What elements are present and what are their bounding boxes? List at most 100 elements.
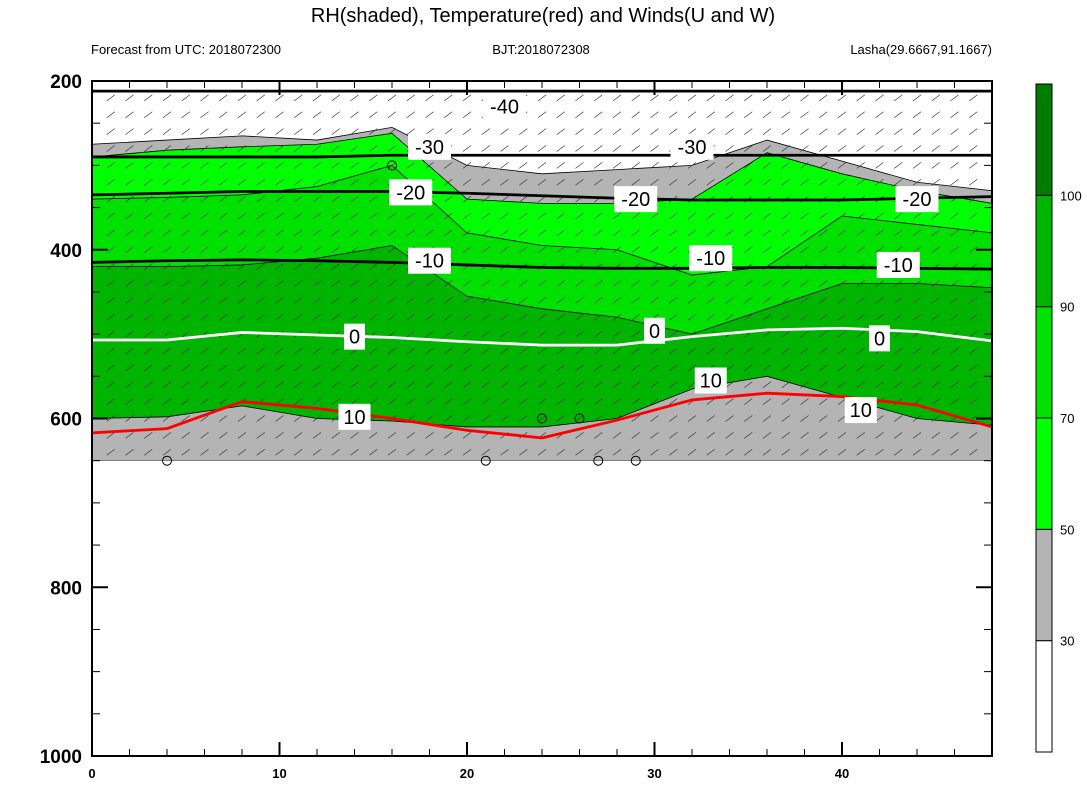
wind-barb	[444, 381, 453, 389]
wind-barb	[387, 381, 397, 389]
wind-barb	[762, 128, 772, 135]
wind-barb	[256, 94, 265, 102]
wind-barb	[144, 145, 153, 152]
wind-barb	[331, 415, 340, 422]
rh-shading-layer	[91, 126, 993, 756]
wind-barb	[425, 330, 434, 338]
wind-barb	[125, 280, 134, 287]
wind-barb	[312, 145, 322, 152]
wind-barb	[519, 297, 528, 304]
wind-barb	[781, 229, 790, 237]
wind-barb	[444, 313, 453, 321]
wind-barb	[256, 212, 265, 220]
wind-barb	[200, 448, 209, 456]
wind-barb	[706, 212, 715, 220]
wind-barb	[781, 364, 790, 372]
wind-barb	[294, 195, 303, 203]
wind-barb	[237, 212, 247, 220]
wind-barb	[275, 448, 284, 456]
wind-barb	[237, 415, 247, 422]
temperature-contour-line	[91, 190, 993, 202]
wind-barb	[144, 280, 153, 287]
wind-barb	[369, 364, 378, 372]
colorbar-swatch	[1035, 194, 1053, 308]
temperature-label: 10	[700, 371, 722, 393]
wind-barb	[106, 263, 115, 270]
wind-barb	[969, 280, 978, 287]
wind-barb	[331, 128, 340, 135]
wind-barb	[612, 364, 622, 372]
wind-barb	[669, 128, 678, 135]
wind-barb	[837, 94, 847, 102]
wind-barb	[687, 432, 697, 439]
calm-wind-marker	[162, 455, 172, 466]
wind-barb	[950, 162, 959, 169]
wind-barb	[500, 212, 509, 220]
wind-barb	[781, 313, 790, 321]
wind-barb	[237, 195, 247, 203]
wind-barb	[237, 297, 247, 304]
wind-barb	[837, 398, 847, 405]
wind-barb	[950, 229, 959, 237]
wind-barb	[406, 330, 415, 338]
wind-barb	[500, 381, 509, 389]
wind-barb	[687, 381, 697, 389]
wind-barb	[425, 313, 434, 321]
calm-wind-marker	[480, 455, 491, 466]
wind-barb	[537, 297, 547, 304]
wind-barb	[837, 448, 847, 456]
wind-barb	[425, 212, 434, 220]
wind-barb	[500, 347, 509, 355]
wind-barb	[181, 398, 190, 405]
wind-barb	[856, 432, 865, 439]
wind-barb	[162, 195, 172, 203]
wind-barb	[181, 448, 190, 456]
wind-barb	[744, 448, 753, 456]
wind-barb	[875, 448, 884, 456]
wind-barb	[612, 212, 622, 220]
wind-barb	[200, 313, 209, 321]
wind-barb	[369, 448, 378, 456]
wind-barb	[894, 246, 903, 254]
wind-barb	[519, 364, 528, 372]
wind-barb	[762, 229, 772, 237]
wind-barb	[800, 448, 809, 456]
wind-barb	[725, 162, 734, 169]
wind-barb	[762, 94, 772, 102]
wind-barb	[481, 246, 490, 254]
wind-barb	[256, 229, 265, 237]
wind-barb	[256, 347, 265, 355]
wind-barb	[594, 297, 603, 304]
wind-barb	[294, 246, 303, 254]
wind-barb	[519, 145, 528, 152]
wind-barb	[594, 398, 603, 405]
wind-barb	[875, 280, 884, 287]
wind-barb	[387, 145, 397, 152]
temperature-label: -20	[903, 189, 932, 211]
wind-barb	[219, 398, 228, 405]
wind-barb	[144, 263, 153, 270]
wind-barb	[931, 229, 940, 237]
wind-barb	[725, 381, 734, 389]
wind-barb	[481, 448, 490, 456]
wind-barb	[631, 128, 640, 135]
wind-barb	[931, 398, 940, 405]
wind-barb	[837, 212, 847, 220]
wind-barb	[369, 111, 378, 119]
wind-barb	[162, 246, 172, 254]
wind-barb	[275, 145, 284, 152]
wind-barb	[931, 381, 940, 389]
wind-barb	[912, 246, 922, 254]
wind-barb	[950, 364, 959, 372]
wind-barb	[294, 364, 303, 372]
wind-barb	[275, 246, 284, 254]
temperature-label: -10	[884, 255, 913, 277]
calm-wind-marker	[630, 455, 641, 466]
wind-barb	[106, 111, 115, 119]
wind-barb	[406, 381, 415, 389]
wind-barb	[219, 162, 228, 169]
wind-barb	[556, 145, 565, 152]
wind-barb	[444, 415, 453, 422]
wind-barb	[237, 381, 247, 389]
bjt-time-label: BJT:2018072308	[492, 42, 590, 57]
